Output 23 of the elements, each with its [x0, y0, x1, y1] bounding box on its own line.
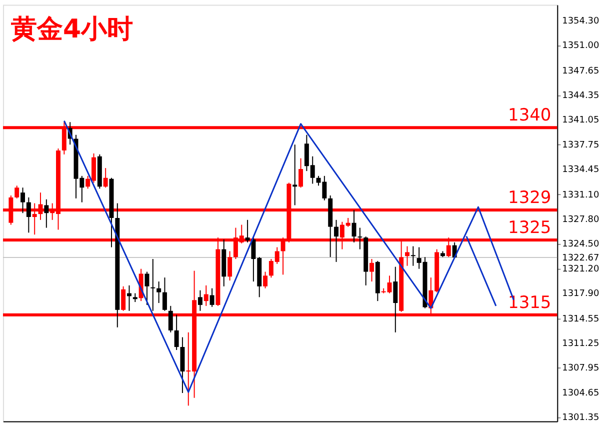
ref-line-label: 1329	[508, 187, 552, 208]
y-tick-label: 1334.45	[562, 165, 600, 176]
chart-title: 黄金4小时	[10, 14, 133, 45]
y-tick-label: 1344.35	[562, 90, 600, 101]
y-tick-label: 1322.67	[562, 253, 600, 264]
ref-line-label: 1325	[508, 217, 552, 238]
y-tick-label: 1331.10	[562, 190, 600, 200]
y-tick-label: 1354.30	[562, 16, 600, 26]
y-tick-label: 1341.05	[562, 116, 600, 126]
y-tick-label: 1337.75	[562, 140, 600, 150]
y-tick-label: 1307.95	[562, 364, 600, 374]
y-tick-label: 1311.25	[562, 339, 600, 349]
y-tick-label: 1321.20	[562, 264, 600, 274]
y-tick-label: 1327.80	[562, 214, 600, 225]
y-tick-label: 1317.90	[562, 289, 600, 300]
y-tick-label: 1314.55	[562, 314, 600, 324]
ref-line-label: 1340	[508, 104, 552, 125]
y-tick-label: 1324.50	[562, 240, 600, 250]
y-tick-label: 1304.65	[562, 388, 600, 398]
ref-line-label: 1315	[508, 292, 552, 312]
y-tick-label: 1301.35	[562, 413, 600, 424]
y-tick-label: 1351.00	[562, 41, 600, 52]
y-tick-label: 1347.65	[562, 66, 600, 76]
